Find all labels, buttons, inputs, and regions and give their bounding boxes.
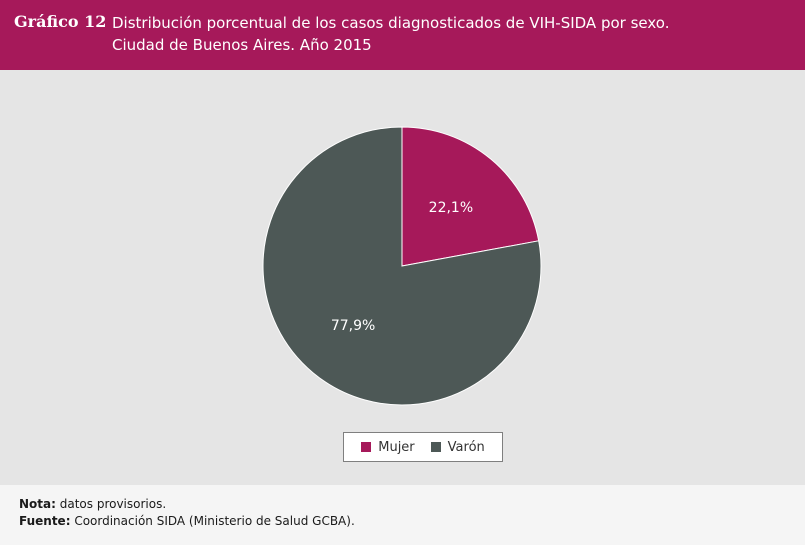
legend-label-mujer: Mujer: [378, 439, 415, 455]
pie-data-label-mujer: 22,1%: [429, 200, 473, 216]
source-text: Coordinación SIDA (Ministerio de Salud G…: [70, 514, 355, 528]
note-label: Nota:: [19, 497, 56, 511]
legend-swatch-varon: [430, 442, 441, 452]
pie-slice-varn: [262, 126, 542, 406]
plot-area: 22,1% 77,9% Mujer Varón: [0, 70, 805, 485]
chart-legend: Mujer Varón: [343, 432, 503, 462]
pie-chart: 22,1% 77,9%: [262, 126, 542, 406]
pie-slice-mujer: [401, 126, 540, 267]
footer-source: Fuente: Coordinación SIDA (Ministerio de…: [19, 514, 355, 528]
chart-number: Gráfico 12: [14, 12, 107, 31]
legend-label-varon: Varón: [447, 439, 485, 455]
legend-swatch-mujer: [361, 442, 372, 452]
footer-note: Nota: datos provisorios.: [19, 497, 166, 511]
legend-item-mujer: Mujer: [361, 439, 415, 455]
chart-title: Distribución porcentual de los casos dia…: [112, 12, 792, 56]
chart-title-line-1: Distribución porcentual de los casos dia…: [112, 14, 670, 32]
chart-footer: Nota: datos provisorios. Fuente: Coordin…: [0, 485, 805, 545]
note-text: datos provisorios.: [55, 497, 167, 511]
legend-item-varon: Varón: [430, 439, 485, 455]
chart-header: Gráfico 12 Distribución porcentual de lo…: [0, 0, 805, 70]
source-label: Fuente:: [19, 514, 71, 528]
chart-title-line-2: Ciudad de Buenos Aires. Año 2015: [112, 36, 372, 54]
pie-data-label-varn: 77,9%: [331, 318, 375, 334]
